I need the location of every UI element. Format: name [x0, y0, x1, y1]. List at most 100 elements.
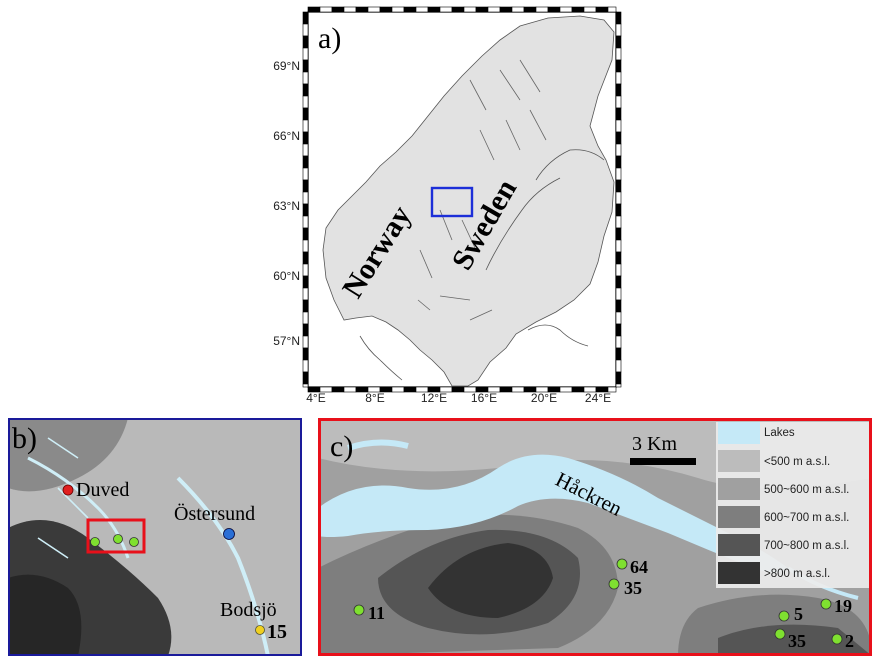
- map-frame-segment: [615, 143, 622, 157]
- map-frame-segment: [302, 95, 309, 109]
- site-label-5: 5: [794, 604, 803, 624]
- scale-bar: [630, 458, 696, 465]
- map-frame-segment: [615, 215, 622, 229]
- map-frame-segment: [615, 275, 622, 289]
- map-frame-segment: [615, 119, 622, 133]
- lat-tick-60: 60°N: [273, 269, 300, 283]
- map-frame-segment: [403, 6, 417, 13]
- inset-box-b: [86, 518, 146, 554]
- map-frame-segment: [302, 71, 309, 85]
- lon-tick-24: 24°E: [585, 391, 611, 405]
- map-frame-segment: [427, 6, 441, 13]
- map-frame-segment: [535, 6, 549, 13]
- site-label-35b: 35: [788, 631, 806, 651]
- site-marker-b: [129, 537, 139, 547]
- map-frame-segment: [302, 143, 309, 157]
- site-marker: [778, 610, 790, 622]
- site-label-35a: 35: [624, 578, 642, 598]
- map-frame-segment: [302, 179, 309, 193]
- lon-tick-12: 12°E: [421, 391, 447, 405]
- map-frame-segment: [367, 6, 381, 13]
- map-frame-segment: [343, 386, 357, 393]
- map-frame-segment: [302, 311, 309, 325]
- lon-tick-16: 16°E: [471, 391, 497, 405]
- legend-label-gt800: >800 m a.s.l.: [764, 568, 830, 580]
- site-label-19: 19: [834, 596, 852, 616]
- map-frame-segment: [331, 6, 345, 13]
- duved-label: Duved: [76, 479, 129, 501]
- scale-bar-label: 3 Km: [632, 433, 677, 455]
- map-frame-segment: [559, 6, 573, 13]
- map-frame-segment: [615, 95, 622, 109]
- map-frame-segment: [615, 191, 622, 205]
- site-label-11: 11: [368, 603, 385, 623]
- map-frame-segment: [302, 47, 309, 61]
- map-frame-segment: [302, 323, 309, 337]
- legend-swatch-gt800: [718, 562, 760, 584]
- map-frame-segment: [615, 107, 622, 121]
- map-frame-segment: [302, 11, 309, 25]
- map-frame-segment: [302, 347, 309, 361]
- map-frame-segment: [302, 383, 309, 388]
- site-marker-b: [113, 534, 123, 544]
- map-frame-segment: [499, 386, 513, 393]
- map-frame-segment: [307, 6, 321, 13]
- lat-tick-57: 57°N: [273, 334, 300, 348]
- map-frame-segment: [463, 6, 477, 13]
- legend-swatch-500-600: [718, 478, 760, 500]
- map-frame-segment: [523, 6, 537, 13]
- map-frame-segment: [595, 6, 609, 13]
- site-marker: [774, 628, 786, 640]
- map-frame-segment: [302, 83, 309, 97]
- legend-swatch-600-700: [718, 506, 760, 528]
- map-frame-segment: [302, 23, 309, 37]
- map-frame-segment: [615, 155, 622, 169]
- map-frame-segment: [615, 35, 622, 49]
- lon-tick-8: 8°E: [365, 391, 384, 405]
- bodsjo-value: 15: [267, 621, 287, 643]
- legend-label-500-600: 500~600 m a.s.l.: [764, 484, 849, 496]
- lon-tick-4: 4°E: [306, 391, 325, 405]
- map-frame-segment: [615, 347, 622, 361]
- map-frame-segment: [302, 191, 309, 205]
- map-frame-segment: [615, 383, 622, 388]
- panel-b-map: Duved Östersund Bodsjö 15 b): [8, 418, 302, 656]
- map-frame-segment: [615, 71, 622, 85]
- map-frame-segment: [607, 6, 617, 13]
- lat-tick-66: 66°N: [273, 129, 300, 143]
- scandinavia-landmass: [322, 15, 615, 387]
- map-frame-segment: [547, 6, 561, 13]
- legend-label-700-800: 700~800 m a.s.l.: [764, 540, 849, 552]
- map-frame-segment: [511, 386, 525, 393]
- map-frame-segment: [331, 386, 345, 393]
- map-frame-segment: [302, 131, 309, 145]
- map-frame-segment: [302, 167, 309, 181]
- map-frame-segment: [302, 59, 309, 73]
- map-frame-segment: [615, 263, 622, 277]
- map-frame-segment: [302, 335, 309, 349]
- lon-tick-20: 20°E: [531, 391, 557, 405]
- lat-tick-63: 63°N: [273, 199, 300, 213]
- map-frame-segment: [379, 6, 393, 13]
- map-frame-segment: [302, 119, 309, 133]
- map-frame-segment: [343, 6, 357, 13]
- legend-swatch-700-800: [718, 534, 760, 556]
- map-frame-segment: [302, 203, 309, 217]
- site-marker: [353, 604, 365, 616]
- map-frame-segment: [615, 239, 622, 253]
- legend-swatch-lt500: [718, 450, 760, 472]
- map-frame-segment: [302, 299, 309, 313]
- map-frame-segment: [511, 6, 525, 13]
- map-frame-segment: [615, 203, 622, 217]
- lat-tick-69: 69°N: [273, 59, 300, 73]
- map-frame-segment: [615, 23, 622, 37]
- site-marker-b: [90, 537, 100, 547]
- site-marker: [820, 598, 832, 610]
- map-frame-segment: [403, 386, 417, 393]
- map-frame-segment: [355, 6, 369, 13]
- legend-label-600-700: 600~700 m a.s.l.: [764, 512, 849, 524]
- map-frame-segment: [302, 251, 309, 265]
- map-frame-segment: [615, 47, 622, 61]
- map-frame-segment: [302, 215, 309, 229]
- map-frame-segment: [487, 6, 501, 13]
